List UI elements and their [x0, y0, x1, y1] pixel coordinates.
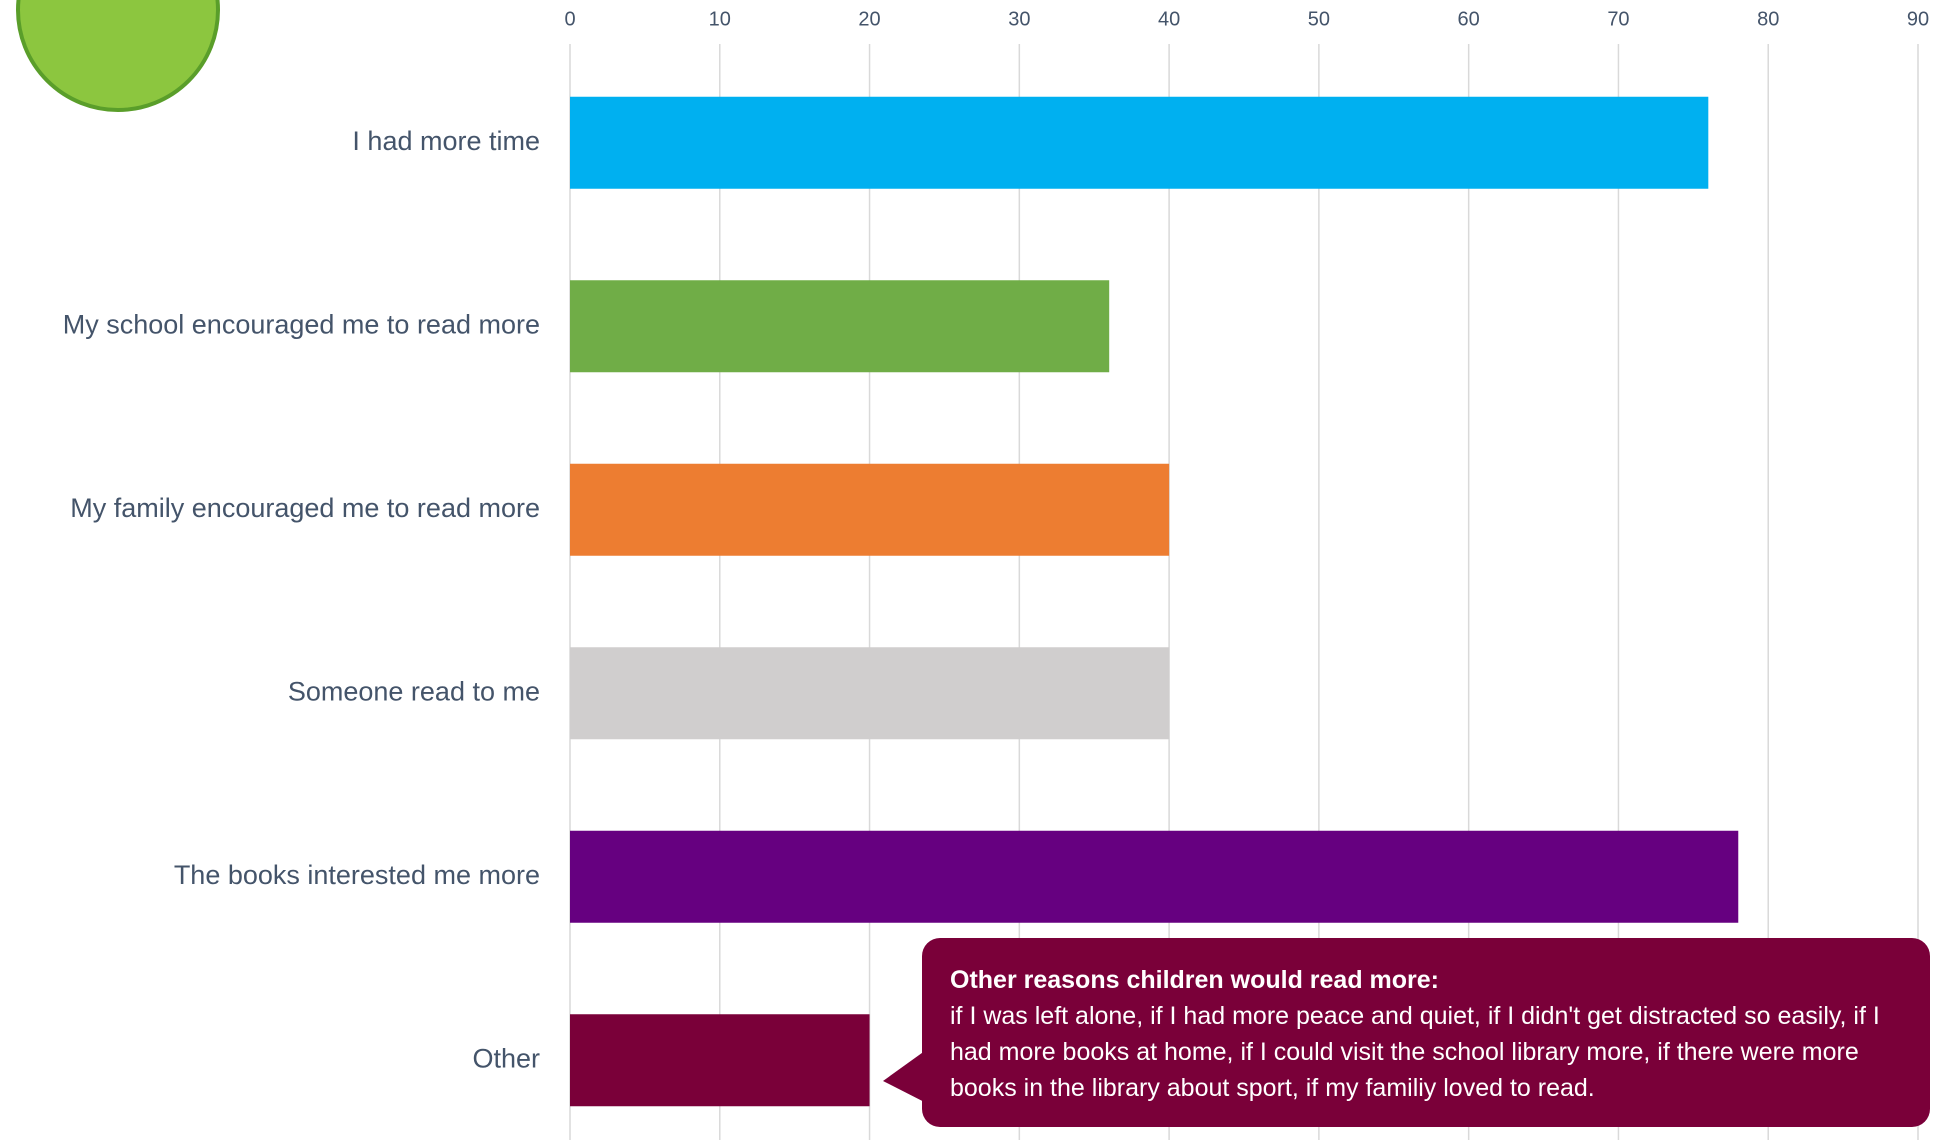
callout-title: Other reasons children would read more:	[950, 966, 1440, 994]
x-tick-label: 10	[709, 8, 731, 30]
x-tick-label: 30	[1008, 8, 1030, 30]
x-tick-label: 0	[564, 8, 575, 30]
x-tick-label: 90	[1907, 8, 1929, 30]
x-tick-label: 50	[1308, 8, 1330, 30]
callout-text: if I was left alone, if I had more peace…	[950, 1002, 1880, 1102]
y-tick-label: I had more time	[352, 126, 540, 156]
y-tick-label: The books interested me more	[174, 860, 540, 890]
y-tick-label: My school encouraged me to read more	[63, 309, 540, 339]
bar	[570, 1014, 870, 1107]
x-tick-label: 70	[1607, 8, 1629, 30]
bar	[570, 280, 1110, 373]
logo	[16, 0, 220, 112]
callout: Other reasons children would read more: …	[922, 938, 1930, 1127]
x-tick-label: 20	[858, 8, 880, 30]
y-tick-label: My family encouraged me to read more	[70, 493, 540, 523]
x-tick-label: 60	[1458, 8, 1480, 30]
x-tick-label: 40	[1158, 8, 1180, 30]
y-tick-label: Other	[472, 1043, 540, 1073]
y-tick-label: Someone read to me	[288, 676, 540, 706]
x-tick-label: 80	[1757, 8, 1779, 30]
bar	[570, 96, 1709, 189]
bar	[570, 647, 1170, 740]
bar	[570, 830, 1739, 923]
bar	[570, 463, 1170, 556]
